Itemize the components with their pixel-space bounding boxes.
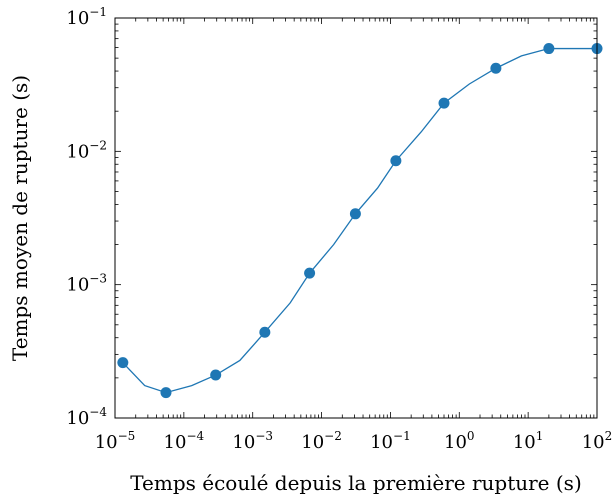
data-point (160, 387, 172, 399)
y-tick-label: 10−1 (66, 5, 107, 29)
y-tick-labels: 10−4 10−3 10−2 10−1 (66, 5, 107, 429)
data-point (210, 369, 222, 381)
axis-ticks (114, 17, 598, 419)
x-tick-label: 10−5 (95, 429, 136, 453)
y-tick-label: 10−4 (66, 405, 107, 429)
x-tick-labels: 10−5 10−4 10−3 10−2 10−1 100 101 102 (95, 429, 613, 453)
series-markers (117, 43, 603, 399)
x-tick-label: 100 (444, 429, 475, 453)
x-tick-label: 10−3 (232, 429, 273, 453)
data-point (438, 97, 450, 109)
x-tick-label: 10−1 (370, 429, 411, 453)
data-point (390, 155, 402, 167)
data-point (349, 208, 361, 220)
y-axis-label: Temps moyen de rupture (s) (8, 75, 32, 361)
data-point (304, 267, 316, 279)
x-tick-label: 101 (513, 429, 544, 453)
x-tick-label: 102 (582, 429, 613, 453)
data-point (259, 326, 271, 338)
plot-frame (114, 17, 598, 419)
y-tick-label: 10−3 (66, 272, 107, 296)
series-line (122, 47, 597, 394)
y-tick-label: 10−2 (66, 138, 107, 162)
data-point (490, 62, 502, 74)
data-point (543, 43, 555, 55)
x-tick-label: 10−2 (301, 429, 342, 453)
x-tick-label: 10−4 (164, 429, 205, 453)
x-axis-label: Temps écoulé depuis la première rupture … (130, 471, 582, 495)
data-point (117, 357, 129, 369)
